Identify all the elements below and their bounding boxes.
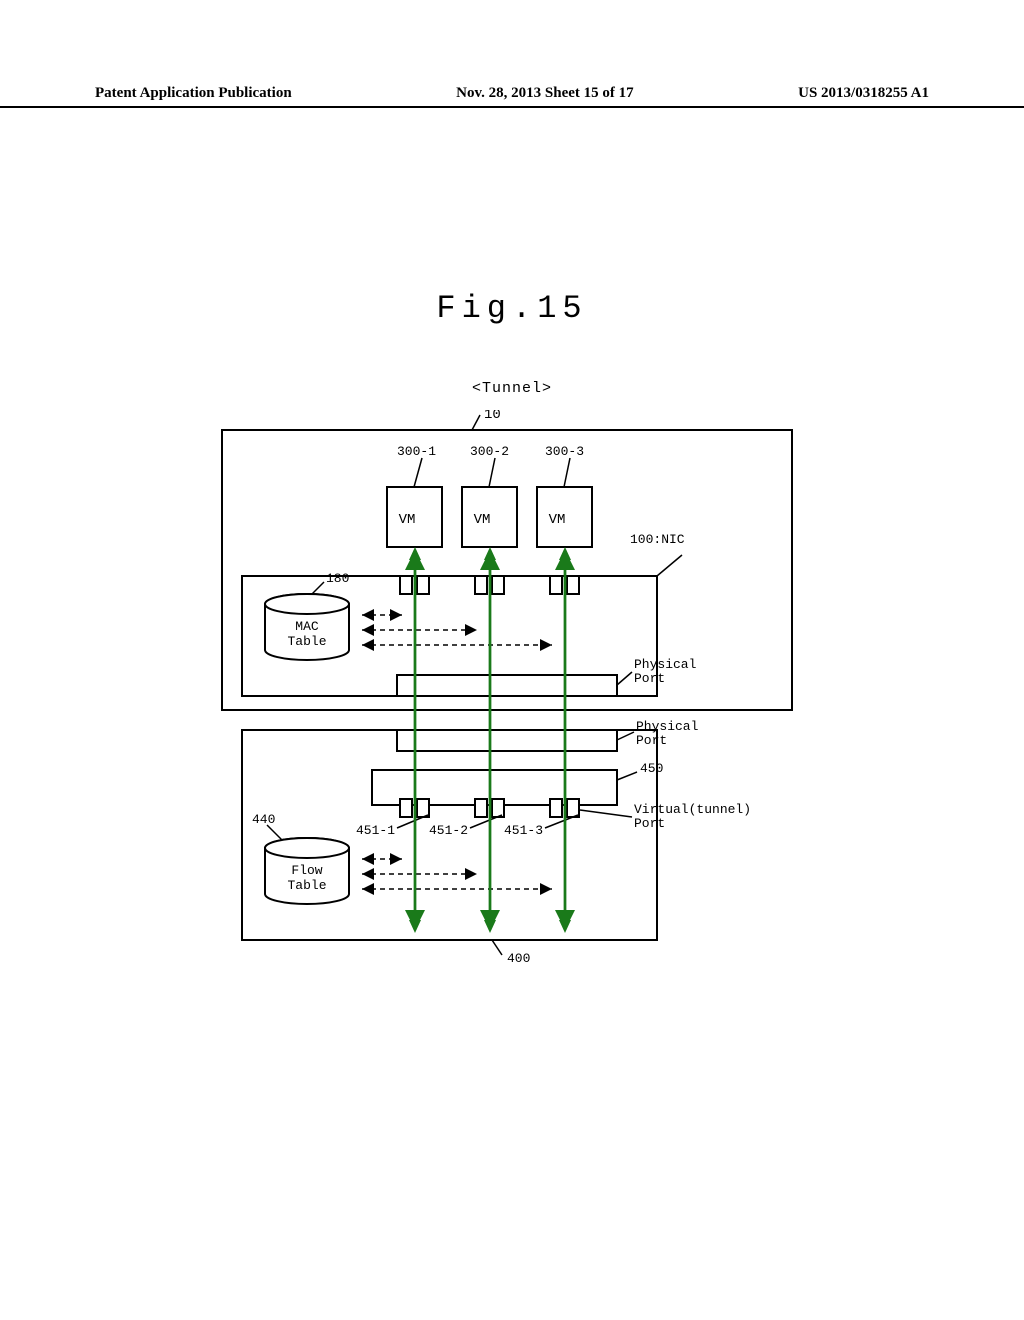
ref-leader-450 xyxy=(617,772,637,780)
ref-451-2: 451-2 xyxy=(429,823,468,838)
mac-table-line2: Table xyxy=(287,634,326,649)
switch-phys-port-label2: Port xyxy=(636,733,667,748)
ref-leader-nic xyxy=(657,555,682,576)
vport xyxy=(417,799,429,817)
arrowhead-down xyxy=(559,920,571,933)
vport xyxy=(400,799,412,817)
vm-label: VM xyxy=(549,512,566,528)
vport xyxy=(492,799,504,817)
header-right: US 2013/0318255 A1 xyxy=(798,85,929,102)
arrowhead-up xyxy=(409,547,421,560)
ref-440: 440 xyxy=(252,812,275,827)
flow-table-line1: Flow xyxy=(291,863,322,878)
outer-box xyxy=(222,430,792,710)
diagram-svg: 10 VM 300-1 VM 300-2 VM 300-3 100:NIC MA… xyxy=(202,410,822,970)
header-row: Patent Application Publication Nov. 28, … xyxy=(0,85,1024,102)
arrowhead-down xyxy=(409,920,421,933)
vport xyxy=(550,799,562,817)
nic-port xyxy=(550,576,562,594)
vm-label: VM xyxy=(474,512,491,528)
nic-port xyxy=(567,576,579,594)
nic-port xyxy=(400,576,412,594)
arrowhead-up xyxy=(484,547,496,560)
flow-table-line2: Table xyxy=(287,878,326,893)
arrowhead-down xyxy=(484,920,496,933)
ref-leader-180 xyxy=(312,582,324,594)
nic-phys-port xyxy=(397,675,617,696)
vm-label: VM xyxy=(399,512,416,528)
ref-leader-440 xyxy=(267,825,282,840)
ref-300-2: 300-2 xyxy=(470,444,509,459)
ref-leader-vport xyxy=(580,810,632,817)
arrowhead-up xyxy=(559,547,571,560)
ref-10: 10 xyxy=(484,410,501,423)
ref-451-3: 451-3 xyxy=(504,823,543,838)
nic-phys-port-label2: Port xyxy=(634,671,665,686)
ref-leader-300-1 xyxy=(414,458,422,487)
nic-port xyxy=(475,576,487,594)
switch-phys-port xyxy=(397,730,617,751)
ref-leader-phys-port-nic xyxy=(617,672,632,685)
page-header: Patent Application Publication Nov. 28, … xyxy=(0,85,1024,108)
ref-leader-300-2 xyxy=(489,458,495,487)
ref-leader-phys-port-sw xyxy=(617,732,634,740)
nic-port xyxy=(492,576,504,594)
ref-leader-10 xyxy=(472,415,480,430)
ref-400: 400 xyxy=(507,951,530,966)
ref-300-3: 300-3 xyxy=(545,444,584,459)
vport-label1: Virtual(tunnel) xyxy=(634,802,751,817)
ref-451-1: 451-1 xyxy=(356,823,395,838)
ref-300-1: 300-1 xyxy=(397,444,436,459)
header-left: Patent Application Publication xyxy=(95,85,292,102)
ref-leader-400 xyxy=(492,940,502,955)
nic-label: 100:NIC xyxy=(630,532,685,547)
ref-450: 450 xyxy=(640,761,663,776)
figure-subtitle: <Tunnel> xyxy=(0,380,1024,397)
vport xyxy=(475,799,487,817)
figure-title: Fig.15 xyxy=(0,290,1024,327)
vport xyxy=(567,799,579,817)
switch-phys-port-label1: Physical xyxy=(636,719,699,734)
nic-phys-port-label1: Physical xyxy=(634,657,697,672)
ref-leader-300-3 xyxy=(564,458,570,487)
nic-port xyxy=(417,576,429,594)
mac-table-line1: MAC xyxy=(295,619,319,634)
ref-180: 180 xyxy=(326,571,349,586)
vport-label2: Port xyxy=(634,816,665,831)
header-center: Nov. 28, 2013 Sheet 15 of 17 xyxy=(456,85,634,102)
